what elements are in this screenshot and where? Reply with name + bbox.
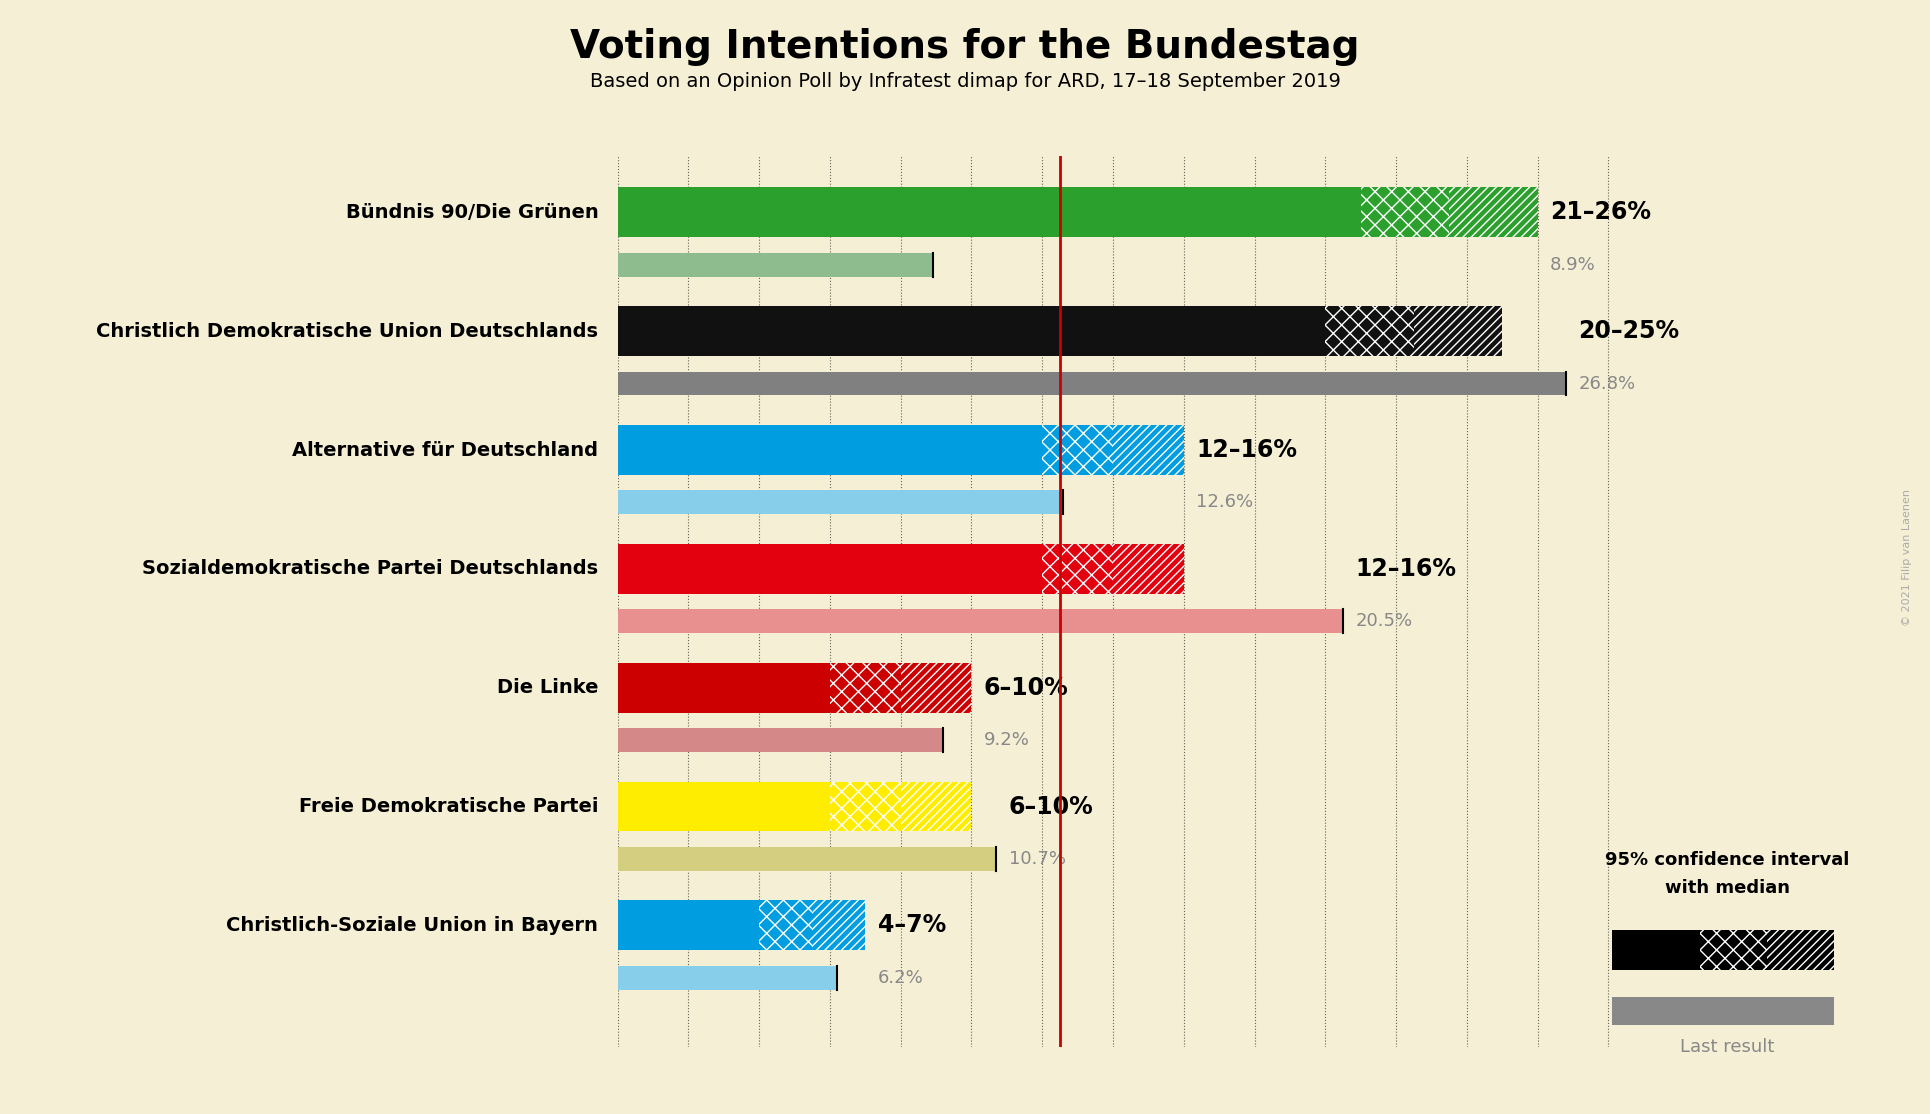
Text: 6.2%: 6.2% — [878, 969, 923, 987]
Text: Alternative für Deutschland: Alternative für Deutschland — [291, 440, 598, 460]
Bar — [1114, 544, 1183, 594]
Bar — [618, 900, 758, 950]
Text: 26.8%: 26.8% — [1579, 374, 1635, 392]
Bar — [618, 372, 1565, 395]
Bar — [758, 900, 813, 950]
Text: © 2021 Filip van Laenen: © 2021 Filip van Laenen — [1901, 489, 1913, 625]
Text: Christlich-Soziale Union in Bayern: Christlich-Soziale Union in Bayern — [226, 916, 598, 935]
Bar — [1768, 930, 1834, 969]
Text: Christlich Demokratische Union Deutschlands: Christlich Demokratische Union Deutschla… — [96, 322, 598, 341]
Bar — [618, 966, 838, 989]
Text: 20–25%: 20–25% — [1579, 320, 1679, 343]
Bar — [618, 490, 1063, 515]
Text: 20.5%: 20.5% — [1355, 613, 1413, 631]
Bar — [618, 426, 1042, 475]
Text: 12–16%: 12–16% — [1355, 557, 1457, 580]
Bar — [618, 782, 830, 831]
Bar — [813, 900, 865, 950]
Text: Die Linke: Die Linke — [496, 678, 598, 697]
Bar — [1114, 426, 1183, 475]
Bar — [618, 544, 1042, 594]
Bar — [1361, 187, 1449, 237]
Bar — [901, 782, 971, 831]
Bar — [1700, 930, 1768, 969]
Bar — [830, 663, 901, 713]
Text: 21–26%: 21–26% — [1550, 201, 1650, 224]
Bar — [1042, 544, 1114, 594]
Text: 10.7%: 10.7% — [1009, 850, 1065, 868]
Text: Bündnis 90/Die Grünen: Bündnis 90/Die Grünen — [345, 203, 598, 222]
Bar — [618, 663, 830, 713]
Text: 9.2%: 9.2% — [984, 731, 1031, 749]
Bar — [618, 847, 996, 871]
Text: 6–10%: 6–10% — [984, 676, 1069, 700]
Text: 6–10%: 6–10% — [1009, 794, 1092, 819]
Text: Based on an Opinion Poll by Infratest dimap for ARD, 17–18 September 2019: Based on an Opinion Poll by Infratest di… — [589, 72, 1341, 91]
Bar — [618, 729, 944, 752]
Bar — [901, 663, 971, 713]
Bar — [1612, 930, 1700, 969]
Text: Last result: Last result — [1681, 1038, 1774, 1056]
Text: 4–7%: 4–7% — [878, 913, 946, 937]
Text: 12–16%: 12–16% — [1197, 438, 1297, 462]
Text: 95% confidence interval: 95% confidence interval — [1606, 851, 1849, 869]
Text: with median: with median — [1666, 879, 1789, 897]
Text: 12.6%: 12.6% — [1197, 494, 1253, 511]
Text: 8.9%: 8.9% — [1550, 256, 1596, 274]
Bar — [1413, 306, 1502, 356]
Bar — [1042, 426, 1114, 475]
Text: Freie Demokratische Partei: Freie Demokratische Partei — [299, 797, 598, 817]
Bar — [618, 187, 1361, 237]
Bar — [618, 253, 932, 276]
Bar — [618, 306, 1326, 356]
Text: Voting Intentions for the Bundestag: Voting Intentions for the Bundestag — [569, 28, 1361, 66]
Text: Sozialdemokratische Partei Deutschlands: Sozialdemokratische Partei Deutschlands — [143, 559, 598, 578]
Bar — [830, 782, 901, 831]
Bar — [1326, 306, 1413, 356]
Bar — [618, 609, 1343, 633]
Bar — [1449, 187, 1538, 237]
Bar — [1612, 997, 1834, 1025]
